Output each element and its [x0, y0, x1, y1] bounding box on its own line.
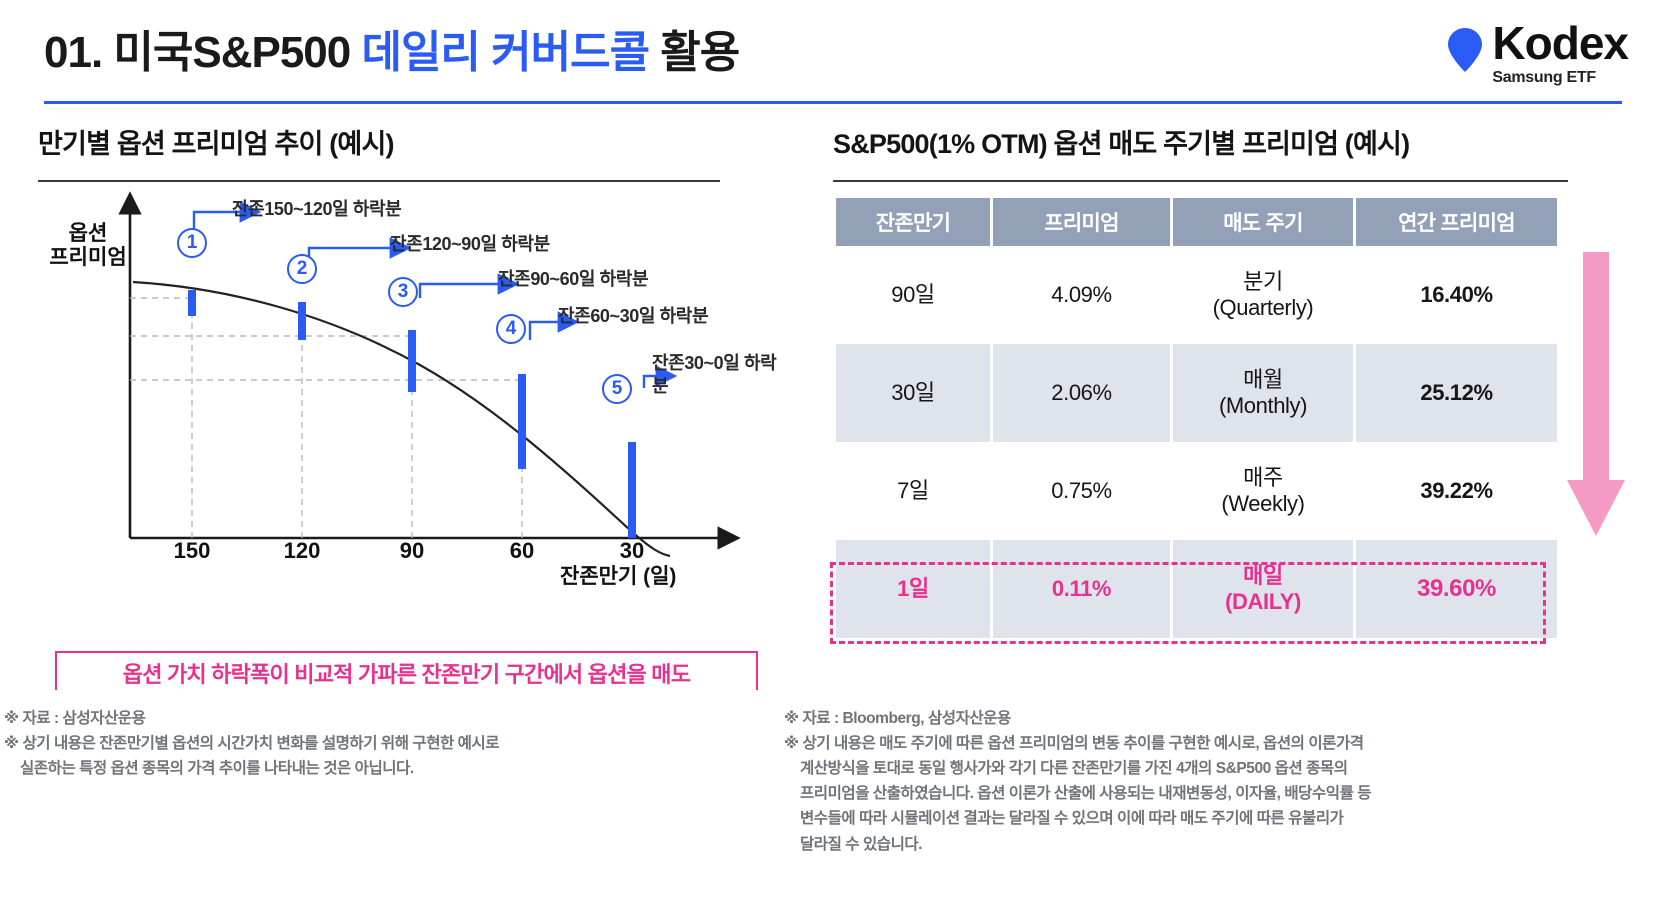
cell-maturity: 90일: [836, 246, 990, 344]
cell-premium: 4.09%: [993, 246, 1170, 344]
table-row: 90일 4.09% 분기 (Quarterly) 16.40%: [836, 246, 1557, 344]
right-footnote-line-1: ※ 자료 : Bloomberg, 삼성자산운용: [784, 710, 1011, 727]
x-tick-150: 150: [173, 538, 211, 563]
left-summary-callout-text: 옵션 가치 하락폭이 비교적 가파른 잔존만기 구간에서 옵션을 매도: [122, 662, 691, 687]
right-panel: S&P500(1% OTM) 옵션 매도 주기별 프리미엄 (예시) 잔존만기 …: [790, 0, 1664, 690]
right-footnotes: ※ 자료 : Bloomberg, 삼성자산운용 ※ 상기 내용은 매도 주기에…: [784, 706, 1644, 857]
left-panel: 만기별 옵션 프리미엄 추이 (예시) 옵션 프리미엄: [0, 0, 790, 695]
cell-cycle-ko: 매주: [1243, 464, 1283, 490]
annotation-label-5: 잔존30~0일 하락분: [652, 353, 777, 396]
right-footnote-line-6: 달라질 수 있습니다.: [800, 835, 923, 853]
left-summary-callout: 옵션 가치 하락폭이 비교적 가파른 잔존만기 구간에서 옵션을 매도: [55, 651, 758, 695]
header-divider: [44, 101, 1622, 104]
page-title: 01. 미국S&P500 데일리 커버드콜 활용: [44, 16, 740, 80]
annotation-badge-4: 4: [496, 314, 526, 344]
left-footnote-line-3: 실존하는 특정 옵션 종목의 가격 추이를 나타내는 것은 아닙니다.: [20, 760, 414, 778]
drop-bar-60: [518, 374, 526, 469]
drop-bar-30: [628, 442, 636, 538]
cell-cycle-ko: 분기: [1243, 268, 1283, 294]
annotation-label-2: 잔존120~90일 하락분: [390, 234, 550, 254]
x-axis-label: 잔존만기 (일): [560, 565, 677, 588]
cell-cycle: 매주 (Weekly): [1173, 442, 1353, 540]
annotation-badge-2: 2: [287, 254, 317, 284]
annotation-badge-5: 5: [602, 374, 632, 404]
table-header-row: 잔존만기 프리미엄 매도 주기 연간 프리미엄: [836, 198, 1557, 246]
footer-notes: ※ 자료 : 삼성자산운용 ※ 상기 내용은 잔존만기별 옵션의 시간가치 변화…: [0, 690, 1664, 924]
downward-trend-arrow-icon: [1567, 252, 1625, 536]
cell-maturity: 1일: [836, 540, 990, 638]
cell-annual: 39.22%: [1356, 442, 1557, 540]
logo-wordmark: Kodex: [1492, 17, 1629, 69]
cell-cycle-ko: 매월: [1243, 366, 1283, 392]
right-section-title: S&P500(1% OTM) 옵션 매도 주기별 프리미엄 (예시): [833, 129, 1410, 159]
x-tick-30: 30: [619, 538, 645, 563]
y-axis-label-line1: 옵션: [68, 222, 108, 245]
cell-annual: 39.60%: [1356, 540, 1557, 638]
left-section-title: 만기별 옵션 프리미엄 추이 (예시): [38, 129, 395, 159]
cell-cycle: 분기 (Quarterly): [1173, 246, 1353, 344]
cell-cycle-en: (Monthly): [1218, 393, 1308, 418]
right-footnote-line-2: ※ 상기 내용은 매도 주기에 따른 옵션 프리미엄의 변동 추이를 구현한 예…: [784, 735, 1364, 753]
premium-by-cycle-table: 잔존만기 프리미엄 매도 주기 연간 프리미엄 90일 4.09% 분기 (Qu…: [833, 198, 1560, 638]
col-header-annual: 연간 프리미엄: [1356, 198, 1557, 246]
logo-text-block: Kodex Samsung ETF: [1492, 17, 1629, 87]
cell-premium: 2.06%: [993, 344, 1170, 442]
page-title-suffix: 활용: [649, 28, 740, 77]
drop-bar-90: [408, 330, 416, 392]
y-axis-label-line2: 프리미엄: [49, 246, 127, 270]
left-footnote-line-1: ※ 자료 : 삼성자산운용: [4, 710, 146, 727]
cell-cycle: 매일 (DAILY): [1173, 540, 1353, 638]
right-footnote-line-3: 계산방식을 토대로 동일 행사가와 각기 다른 잔존만기를 가진 4개의 S&P…: [800, 760, 1348, 778]
left-footnote-line-2: ※ 상기 내용은 잔존만기별 옵션의 시간가치 변화를 설명하기 위해 구현한 …: [4, 735, 500, 753]
table-row: 7일 0.75% 매주 (Weekly) 39.22%: [836, 442, 1557, 540]
cell-cycle: 매월 (Monthly): [1173, 344, 1353, 442]
drop-bar-120: [298, 302, 306, 340]
cell-annual: 16.40%: [1356, 246, 1557, 344]
location-pin-icon: [1448, 28, 1483, 72]
table-row: 30일 2.06% 매월 (Monthly) 25.12%: [836, 344, 1557, 442]
logo-subtitle: Samsung ETF: [1492, 68, 1596, 86]
y-axis-label: 옵션 프리미엄: [38, 222, 138, 270]
x-tick-60: 60: [509, 538, 535, 563]
right-footnote-line-5: 변수들에 따라 시뮬레이션 결과는 달라질 수 있으며 이에 따라 매도 주기에…: [800, 810, 1344, 828]
drop-bar-150: [188, 290, 196, 316]
cell-premium: 0.75%: [993, 442, 1170, 540]
col-header-premium: 프리미엄: [993, 198, 1170, 246]
cell-premium: 0.11%: [993, 540, 1170, 638]
left-section-divider: [38, 180, 720, 182]
kodex-logo: Kodex Samsung ETF: [1448, 17, 1629, 87]
table-row-highlighted: 1일 0.11% 매일 (DAILY) 39.60%: [836, 540, 1557, 638]
annotation-label-1: 잔존150~120일 하락분: [232, 199, 402, 219]
cell-cycle-ko: 매일: [1243, 562, 1283, 588]
x-tick-90: 90: [399, 538, 425, 563]
cell-cycle-en: (Quarterly): [1212, 295, 1314, 320]
cell-annual: 25.12%: [1356, 344, 1557, 442]
right-section-divider: [833, 180, 1568, 182]
col-header-maturity: 잔존만기: [836, 198, 990, 246]
x-tick-120: 120: [283, 538, 321, 563]
col-header-cycle: 매도 주기: [1173, 198, 1353, 246]
cell-cycle-en: (Weekly): [1221, 491, 1305, 516]
page-title-prefix: 01. 미국S&P500: [44, 28, 362, 77]
cell-maturity: 30일: [836, 344, 990, 442]
page-header: 01. 미국S&P500 데일리 커버드콜 활용 Kodex Samsung E…: [0, 0, 1664, 108]
annotation-badge-1: 1: [177, 228, 207, 258]
left-footnotes: ※ 자료 : 삼성자산운용 ※ 상기 내용은 잔존만기별 옵션의 시간가치 변화…: [4, 706, 744, 781]
option-premium-decay-chart: [118, 191, 741, 558]
right-footnote-line-4: 프리미엄을 산출하였습니다. 옵션 이론가 산출에 사용되는 내재변동성, 이자…: [800, 785, 1372, 803]
page-title-highlight: 데일리 커버드콜: [361, 28, 650, 77]
cell-maturity: 7일: [836, 442, 990, 540]
annotation-label-4: 잔존60~30일 하락분: [558, 306, 709, 326]
cell-cycle-en: (DAILY): [1225, 589, 1301, 614]
annotation-badge-3: 3: [388, 277, 418, 307]
annotation-label-3: 잔존90~60일 하락분: [498, 269, 649, 289]
